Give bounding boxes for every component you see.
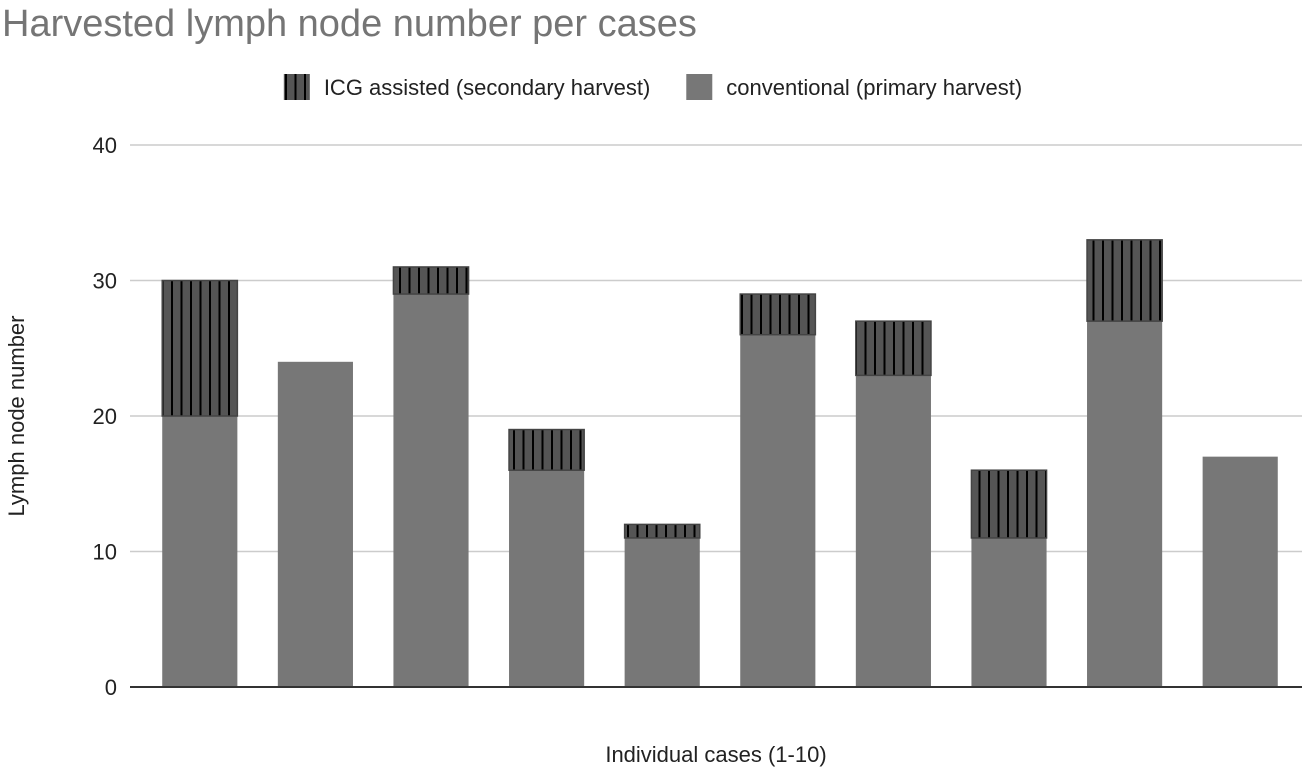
bar-conventional-case-8 <box>971 537 1047 687</box>
bar-conventional-case-10 <box>1202 456 1278 687</box>
y-axis-label: Lymph node number <box>4 316 29 517</box>
chart-title: Harvested lymph node number per cases <box>2 3 697 45</box>
x-axis-label: Individual cases (1-10) <box>605 742 826 767</box>
bar-icg-case-1 <box>161 279 239 417</box>
y-tick-labels: 0 10 20 30 40 <box>93 133 117 700</box>
y-tick-label: 20 <box>93 404 117 429</box>
bar-conventional-case-6 <box>740 334 816 687</box>
legend-swatch <box>283 74 310 100</box>
bar-conventional-case-5 <box>624 537 700 687</box>
legend-label: conventional (primary harvest) <box>726 75 1022 100</box>
bar-conventional-case-2 <box>277 361 353 687</box>
bar-conventional-case-7 <box>855 375 931 687</box>
y-tick-label: 10 <box>93 540 117 565</box>
legend-item: conventional (primary harvest) <box>686 74 1022 100</box>
legend-label: ICG assisted (secondary harvest) <box>324 75 650 100</box>
bar-icg-case-7 <box>855 320 932 377</box>
y-tick-label: 30 <box>93 269 117 294</box>
bar-icg-case-8 <box>970 469 1048 539</box>
bar-icg-case-4 <box>508 428 585 471</box>
bar-icg-case-9 <box>1086 239 1163 322</box>
bar-icg-case-5 <box>623 523 701 539</box>
legend-item: ICG assisted (secondary harvest) <box>283 74 650 100</box>
bars <box>161 239 1278 687</box>
bar-icg-case-3 <box>392 266 470 295</box>
bar-icg-case-6 <box>739 293 817 336</box>
bar-conventional-case-4 <box>509 470 585 687</box>
legend: ICG assisted (secondary harvest) conventi… <box>283 74 1022 100</box>
y-tick-label: 0 <box>105 675 117 700</box>
bar-conventional-case-9 <box>1087 321 1163 687</box>
bar-conventional-case-1 <box>162 416 238 687</box>
bar-conventional-case-3 <box>393 294 469 687</box>
legend-swatch <box>686 74 713 100</box>
y-tick-label: 40 <box>93 133 117 158</box>
